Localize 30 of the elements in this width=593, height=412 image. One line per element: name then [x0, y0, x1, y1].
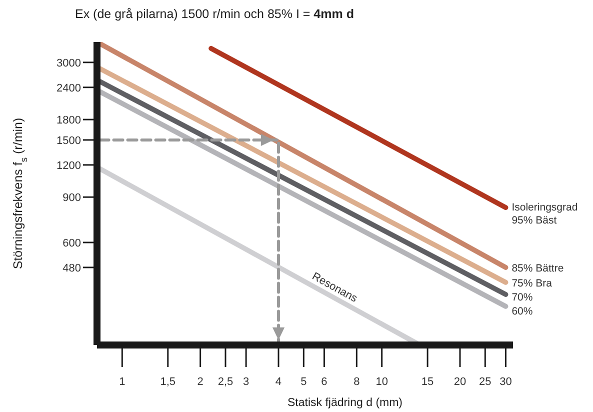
series-label: 85% Bättre	[512, 262, 564, 274]
chart-title: Ex (de grå pilarna) 1500 r/min och 85% I = 4mm d	[75, 7, 354, 21]
series-label: 75% Bra	[512, 277, 552, 290]
y-tick-label: 480	[62, 262, 81, 274]
x-tick-label: 8	[354, 376, 360, 388]
y-tick-label: 3000	[56, 57, 81, 70]
series-label: 70%	[512, 291, 533, 304]
y-tick-label: 1500	[56, 134, 81, 147]
x-tick-label: 1,5	[160, 376, 176, 388]
x-tick-label: 2	[197, 376, 204, 388]
x-tick-label: 20	[454, 376, 466, 388]
x-tick-label: 25	[479, 376, 492, 388]
series-label: 95% Bäst	[512, 214, 557, 227]
series-label: 60%	[512, 305, 533, 318]
x-tick-label: 15	[421, 376, 434, 388]
x-tick-label: 30	[500, 376, 512, 388]
x-tick-label: 10	[376, 376, 388, 388]
x-tick-label: 3	[242, 376, 250, 388]
x-axis-title: Statisk fjädring d (mm)	[287, 397, 403, 409]
legend-title: Isoleringsgrad	[512, 202, 578, 214]
x-tick-label: 4	[275, 376, 282, 388]
y-tick-label: 900	[62, 192, 81, 204]
x-tick-label: 5	[300, 376, 307, 388]
x-tick-label: 6	[321, 376, 328, 388]
y-tick-label: 600	[62, 237, 81, 250]
y-tick-label: 2400	[56, 82, 81, 94]
x-tick-label: 1	[119, 376, 126, 388]
x-tick-label: 2,5	[218, 376, 234, 388]
y-tick-label: 1800	[56, 114, 81, 126]
y-tick-label: 1200	[56, 160, 81, 172]
